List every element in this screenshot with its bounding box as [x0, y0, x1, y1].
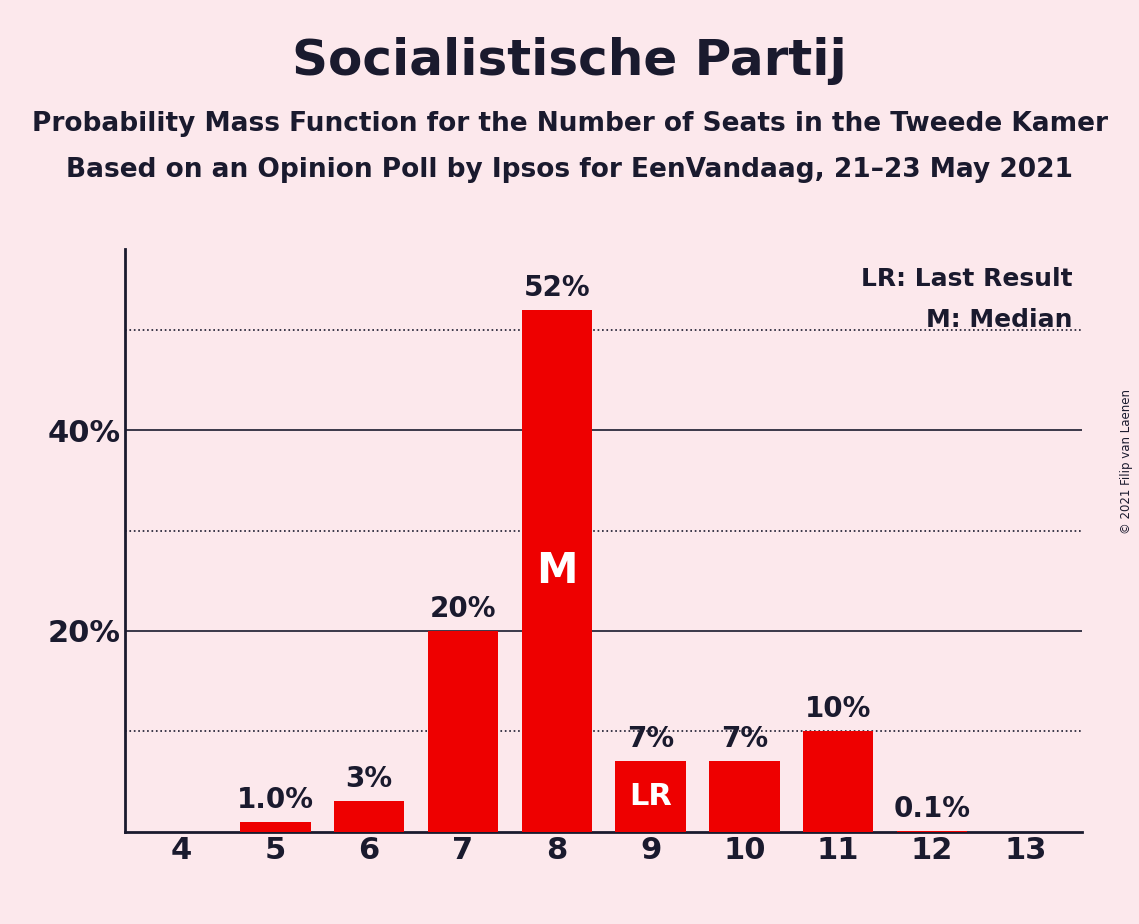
Bar [334, 801, 404, 832]
Text: © 2021 Filip van Laenen: © 2021 Filip van Laenen [1121, 390, 1133, 534]
Text: 1.0%: 1.0% [237, 785, 314, 813]
Text: 7%: 7% [626, 725, 674, 753]
Text: 20%: 20% [429, 595, 497, 623]
Text: Socialistische Partij: Socialistische Partij [292, 37, 847, 85]
Text: 7%: 7% [721, 725, 768, 753]
Text: LR: LR [629, 782, 672, 811]
Bar [615, 761, 686, 832]
Bar [428, 631, 498, 832]
Text: M: M [536, 550, 577, 591]
Bar [710, 761, 779, 832]
Text: Probability Mass Function for the Number of Seats in the Tweede Kamer: Probability Mass Function for the Number… [32, 111, 1107, 137]
Bar [240, 821, 311, 832]
Text: 10%: 10% [805, 695, 871, 723]
Text: M: Median: M: Median [926, 308, 1073, 332]
Text: 52%: 52% [524, 274, 590, 301]
Text: LR: Last Result: LR: Last Result [861, 267, 1073, 291]
Bar [803, 731, 874, 832]
Bar [896, 831, 967, 832]
Text: Based on an Opinion Poll by Ipsos for EenVandaag, 21–23 May 2021: Based on an Opinion Poll by Ipsos for Ee… [66, 157, 1073, 183]
Text: 0.1%: 0.1% [893, 795, 970, 822]
Bar [522, 310, 592, 832]
Text: 3%: 3% [345, 765, 393, 794]
